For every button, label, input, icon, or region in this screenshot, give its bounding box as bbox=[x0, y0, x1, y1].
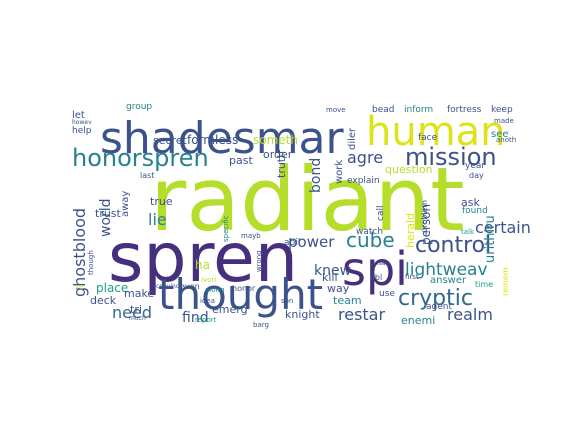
cloud-word-lie: lie bbox=[148, 210, 167, 229]
cloud-word-past: past bbox=[229, 154, 253, 167]
cloud-word-remem: remem bbox=[501, 267, 510, 296]
cloud-word-knight: knight bbox=[285, 308, 320, 321]
cloud-word-lightweav: lightweav bbox=[405, 260, 488, 280]
cloud-word-call: call bbox=[376, 206, 386, 221]
cloud-word-abil: abil bbox=[284, 238, 300, 248]
cloud-word-human: human bbox=[366, 109, 506, 155]
cloud-word-ask: ask bbox=[461, 196, 480, 209]
cloud-word-report: report bbox=[195, 316, 217, 324]
cloud-word-urithiru: urithiru bbox=[483, 215, 498, 263]
cloud-word-control: control bbox=[415, 233, 491, 258]
cloud-word-spren: spren bbox=[108, 219, 298, 298]
cloud-word-convinc: convinc bbox=[156, 283, 179, 290]
cloud-word-formless: formless bbox=[187, 133, 238, 147]
cloud-word-help: help bbox=[72, 126, 92, 136]
cloud-word-found: found bbox=[462, 206, 488, 216]
cloud-word-agre: agre bbox=[347, 148, 383, 167]
cloud-word-day: day bbox=[469, 171, 484, 180]
cloud-word-move: move bbox=[326, 106, 346, 114]
cloud-word-idea: idea bbox=[200, 297, 215, 305]
cloud-word-last: last bbox=[140, 171, 154, 180]
cloud-word-though: though bbox=[87, 250, 95, 275]
cloud-word-herald: herald bbox=[404, 213, 417, 248]
cloud-word-radiant: radiant bbox=[150, 148, 465, 251]
cloud-word-specific: specific bbox=[222, 215, 230, 242]
cloud-word-find: find bbox=[182, 310, 209, 326]
cloud-word-ye: ye bbox=[75, 283, 83, 291]
cloud-word-person: person bbox=[419, 204, 433, 245]
cloud-word-ghostblood: ghostblood bbox=[70, 208, 89, 297]
cloud-word-year: year bbox=[465, 161, 485, 171]
cloud-word-kill: kill bbox=[322, 271, 338, 284]
cloud-word-certain: certain bbox=[475, 218, 531, 237]
cloud-word-enemi: enemi bbox=[401, 314, 435, 327]
cloud-word-trust: trust bbox=[95, 207, 122, 220]
cloud-word-son: son bbox=[281, 297, 293, 305]
cloud-word-tri: tri bbox=[130, 303, 142, 316]
cloud-word-bead: bead bbox=[372, 105, 394, 115]
cloud-word-someth: someth bbox=[253, 133, 298, 147]
cloud-word-abl: abl bbox=[370, 273, 382, 282]
cloud-word-talk: talk bbox=[461, 228, 475, 236]
cloud-word-make: make bbox=[124, 287, 154, 300]
cloud-word-deck: deck bbox=[90, 294, 117, 307]
cloud-word-inform: inform bbox=[404, 105, 433, 115]
cloud-word-let: let bbox=[72, 110, 85, 121]
cloud-word-ha: ha bbox=[195, 258, 210, 272]
cloud-word-made: made bbox=[494, 117, 514, 125]
cloud-word-answer: answer bbox=[430, 275, 467, 286]
cloud-word-honorspren: honorspren bbox=[72, 144, 209, 172]
cloud-word-away: away bbox=[120, 191, 131, 217]
cloud-word-knew: knew bbox=[314, 263, 351, 279]
cloud-word-cryptic: cryptic bbox=[398, 286, 473, 311]
cloud-word-power: power bbox=[288, 233, 335, 251]
cloud-word-wrong: wrong bbox=[255, 250, 263, 272]
cloud-word-team: team bbox=[333, 294, 362, 307]
cloud-word-bond: bond bbox=[308, 158, 324, 193]
cloud-word-see: see bbox=[491, 129, 509, 140]
cloud-word-howev: howev bbox=[72, 119, 92, 126]
cloud-word-question: question bbox=[385, 163, 433, 176]
cloud-word-unsai: unsai bbox=[371, 260, 387, 267]
cloud-word-face: face bbox=[418, 133, 438, 143]
cloud-word-anoth: anoth bbox=[496, 136, 516, 144]
cloud-word-truth: truth bbox=[275, 151, 288, 178]
cloud-word-agent: agent bbox=[426, 302, 452, 312]
cloud-word-explain: explain bbox=[347, 176, 380, 186]
cloud-word-need: need bbox=[112, 303, 152, 322]
cloud-word-order: order bbox=[263, 148, 293, 161]
cloud-word-even: even bbox=[180, 282, 200, 291]
cloud-word-emerg: emerg bbox=[212, 303, 248, 316]
cloud-word-thought: thought bbox=[158, 270, 323, 319]
cloud-word-time: time bbox=[475, 280, 493, 289]
cloud-word-restar: restar bbox=[338, 305, 385, 324]
cloud-word-along: along bbox=[205, 286, 224, 294]
cloud-word-secret: secret bbox=[153, 134, 188, 147]
cloud-word-fortress: fortress bbox=[447, 105, 482, 115]
cloud-word-true: true bbox=[150, 195, 173, 208]
cloud-word-realm: realm bbox=[447, 305, 493, 324]
cloud-word-shadesmar: shadesmar bbox=[100, 113, 345, 164]
cloud-word-diler: diler bbox=[347, 127, 358, 150]
cloud-word-group: group bbox=[126, 102, 152, 112]
cloud-word-problem: problem bbox=[420, 200, 429, 233]
cloud-word-barg: barg bbox=[253, 321, 269, 329]
cloud-word-way: way bbox=[327, 282, 350, 295]
cloud-word-place: place bbox=[96, 281, 128, 295]
cloud-word-honor: honor bbox=[232, 284, 256, 293]
cloud-word-use: use bbox=[379, 289, 395, 299]
cloud-word-work: work bbox=[334, 160, 345, 184]
cloud-word-keep: keep bbox=[491, 105, 513, 115]
cloud-word-much: much bbox=[129, 315, 146, 322]
cloud-word-mayb: mayb bbox=[241, 232, 261, 240]
cloud-word-mission: mission bbox=[405, 143, 497, 171]
cloud-word-world: world bbox=[98, 198, 114, 237]
cloud-word-spi: spi bbox=[342, 242, 408, 296]
cloud-word-ivori: ivori bbox=[201, 276, 216, 284]
cloud-word-first: first bbox=[405, 273, 419, 281]
cloud-word-watch: watch bbox=[356, 227, 383, 237]
cloud-word-cube: cube bbox=[346, 228, 395, 252]
